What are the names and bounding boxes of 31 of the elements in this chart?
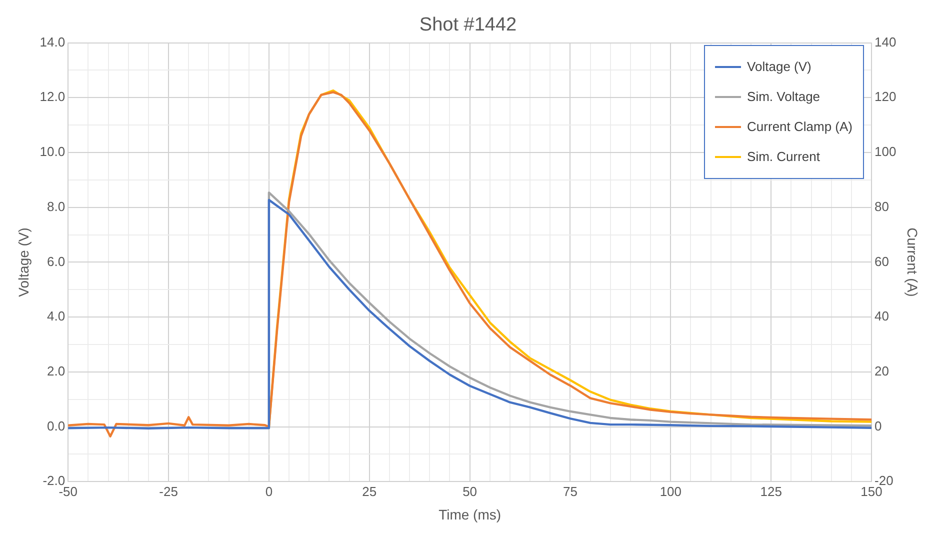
y2-axis-title: Current (A) xyxy=(904,228,921,297)
y-axis-title: Voltage (V) xyxy=(15,228,32,297)
y-tick-label: 0.0 xyxy=(47,418,66,434)
x-tick-label: 125 xyxy=(760,484,782,499)
legend-label: Sim. Current xyxy=(747,149,820,164)
x-tick-label: -25 xyxy=(159,484,178,499)
legend-label: Voltage (V) xyxy=(747,59,812,74)
legend-label: Sim. Voltage xyxy=(747,89,820,104)
x-tick-label: 0 xyxy=(265,484,273,499)
chart-title: Shot #1442 xyxy=(419,14,517,36)
y-tick-label: 6.0 xyxy=(47,254,66,269)
y2-tick-label: 120 xyxy=(874,89,896,104)
legend-label: Current Clamp (A) xyxy=(747,119,853,134)
y2-tick-label: 40 xyxy=(874,308,889,324)
x-tick-label: 50 xyxy=(462,484,478,499)
y2-tick-label: 140 xyxy=(874,34,896,50)
x-tick-label: 100 xyxy=(660,484,682,499)
y2-tick-label: 100 xyxy=(874,144,896,160)
y-tick-label: 8.0 xyxy=(47,198,66,214)
y-tick-label: 10.0 xyxy=(40,144,66,160)
y2-tick-label: 20 xyxy=(874,363,889,378)
y-tick-label: 2.0 xyxy=(47,363,66,378)
y2-tick-label: 0 xyxy=(874,418,882,434)
x-axis-title: Time (ms) xyxy=(438,506,502,522)
y2-tick-label: 60 xyxy=(874,254,889,269)
y2-tick-label: 80 xyxy=(874,198,889,214)
y-tick-label: 4.0 xyxy=(47,308,66,324)
y-tick-label: 12.0 xyxy=(40,89,66,104)
x-tick-label: 75 xyxy=(563,484,578,499)
y-tick-label: 14.0 xyxy=(40,34,66,50)
x-tick-label: 25 xyxy=(362,484,377,499)
